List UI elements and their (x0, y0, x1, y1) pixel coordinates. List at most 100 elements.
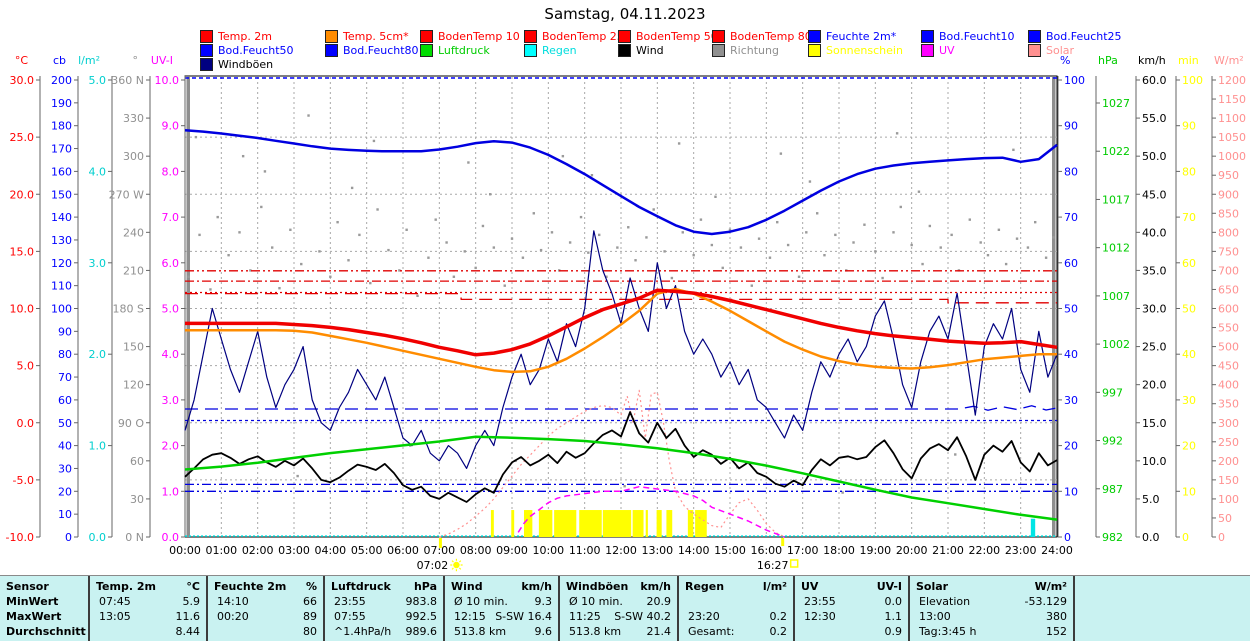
stats-col-uv: UV UV-I 23:55 0.0 12:30 1.1 0.9 (793, 576, 908, 641)
legend-item: Luftdruck (420, 43, 524, 57)
svg-text:60: 60 (1182, 257, 1196, 270)
series-regen (1030, 518, 1036, 537)
stats-cell-value: 9.6 (534, 625, 553, 638)
svg-text:15.0: 15.0 (1142, 417, 1167, 430)
svg-text:03:00: 03:00 (278, 544, 310, 557)
svg-text:17:00: 17:00 (787, 544, 819, 557)
svg-text:5.0: 5.0 (17, 360, 35, 373)
svg-text:09:00: 09:00 (496, 544, 528, 557)
svg-text:160: 160 (51, 165, 72, 178)
svg-text:600: 600 (1218, 303, 1239, 316)
stats-cell-value: 0.9 (884, 625, 903, 638)
legend-swatch-icon (1028, 29, 1041, 43)
svg-text:7.0: 7.0 (162, 211, 180, 224)
legend-item: Bod.Feucht50 (200, 43, 325, 57)
svg-text:1100: 1100 (1218, 112, 1246, 125)
svg-text:00:00: 00:00 (169, 544, 201, 557)
chart-legend: Temp. 2m Temp. 5cm* BodenTemp 10 BodenTemp … (193, 29, 1243, 71)
svg-text:90 O: 90 O (118, 417, 144, 430)
svg-text:30: 30 (1064, 394, 1078, 407)
stats-col-wind: Wind km/h Ø 10 min. 9.3 12:15 S-SW 16.4 513.8 … (443, 576, 558, 641)
stats-cell-value: -53.129 (1024, 595, 1067, 608)
stats-cell-value: 1.1 (884, 610, 903, 623)
legend-label: BodenTemp 10 (438, 29, 520, 43)
stats-cell-text: 14:10 (217, 595, 249, 608)
axis-unit-label: l/m² (78, 54, 100, 67)
stats-cell-text: 513.8 km (454, 625, 507, 638)
legend-item: Solar (1028, 43, 1243, 57)
svg-text:200: 200 (51, 74, 72, 87)
legend-item: BodenTemp 50 (618, 29, 718, 43)
axis-unit-label: hPa (1098, 54, 1118, 67)
legend-item: BodenTemp 10 (420, 29, 524, 43)
svg-text:11:00: 11:00 (569, 544, 601, 557)
svg-text:-10.0: -10.0 (6, 531, 34, 544)
svg-text:25.0: 25.0 (1142, 341, 1167, 354)
svg-text:0: 0 (1218, 531, 1225, 544)
svg-text:10.0: 10.0 (10, 303, 35, 316)
svg-text:10.0: 10.0 (155, 74, 180, 87)
axis-unit-label: UV-I (151, 54, 173, 67)
svg-text:70: 70 (58, 371, 72, 384)
legend-label: Bod.Feucht25 (1046, 29, 1122, 43)
svg-text:5.0: 5.0 (162, 303, 180, 316)
legend-item: Windböen (200, 57, 325, 71)
svg-text:100: 100 (51, 303, 72, 316)
stats-cell-value: 0.2 (769, 610, 788, 623)
axis-unit-label: min (1178, 54, 1199, 67)
svg-text:100: 100 (1064, 74, 1085, 87)
svg-text:1000: 1000 (1218, 150, 1246, 163)
legend-item: Regen (524, 43, 618, 57)
svg-text:140: 140 (51, 211, 72, 224)
stats-cell-value: 11.6 (175, 610, 201, 623)
svg-text:45.0: 45.0 (1142, 188, 1167, 201)
stats-sensor-name: UV (801, 580, 819, 593)
legend-label: Bod.Feucht50 (218, 43, 294, 57)
stats-cell-text: Tag:3:45 h (919, 625, 977, 638)
legend-label: Feuchte 2m* (826, 29, 897, 43)
legend-item: Bod.Feucht25 (1028, 29, 1243, 43)
svg-text:0: 0 (1064, 531, 1071, 544)
axis-hPa: 982 987 992 997 1002 1007 1012 1017 1022 1027 hPa (1095, 54, 1130, 544)
svg-text:60: 60 (58, 394, 72, 407)
legend-label: Solar (1046, 43, 1075, 57)
legend-label: BodenTemp 25 (542, 29, 624, 43)
stats-cell-text (90, 624, 99, 639)
svg-text:180 S: 180 S (113, 303, 144, 316)
sunset-time: 16:27 (757, 559, 789, 572)
svg-text:650: 650 (1218, 283, 1239, 296)
svg-text:120: 120 (123, 379, 144, 392)
svg-text:350: 350 (1218, 398, 1239, 411)
stats-sensor-unit: km/h (521, 580, 552, 593)
svg-text:800: 800 (1218, 226, 1239, 239)
axis-unit-label: W/m² (1214, 54, 1244, 67)
stats-cell-value: 0.0 (884, 595, 903, 608)
svg-text:3.0: 3.0 (89, 257, 107, 270)
svg-text:14:00: 14:00 (678, 544, 710, 557)
svg-text:240: 240 (123, 226, 144, 239)
svg-text:1150: 1150 (1218, 93, 1246, 106)
axis-°: 0 N 30 60 90 O 120 150 180 S 210 240 270 W 300 330 3… (109, 54, 151, 544)
svg-text:900: 900 (1218, 188, 1239, 201)
stats-cell-text: 513.8 km (569, 625, 622, 638)
stats-cell-text: 11:25 (569, 610, 601, 623)
svg-text:24:00: 24:00 (1041, 544, 1073, 557)
stats-sensor-unit: km/h (640, 580, 671, 593)
svg-text:22:00: 22:00 (968, 544, 1000, 557)
svg-text:1012: 1012 (1102, 242, 1130, 255)
axis-unit-label: cb (53, 54, 66, 67)
svg-text:50: 50 (1218, 512, 1232, 525)
legend-label: BodenTemp 50 (636, 29, 718, 43)
legend-item: Sonnenschein (808, 43, 921, 57)
svg-text:1.0: 1.0 (162, 485, 180, 498)
svg-text:750: 750 (1218, 245, 1239, 258)
legend-swatch-icon (712, 43, 725, 57)
svg-text:80: 80 (58, 348, 72, 361)
svg-text:21:00: 21:00 (932, 544, 964, 557)
svg-text:90: 90 (58, 325, 72, 338)
svg-text:170: 170 (51, 143, 72, 156)
stats-cell-value: 989.6 (405, 625, 438, 638)
svg-text:80: 80 (1064, 165, 1078, 178)
svg-text:360 N: 360 N (111, 74, 144, 87)
svg-text:18:00: 18:00 (823, 544, 855, 557)
